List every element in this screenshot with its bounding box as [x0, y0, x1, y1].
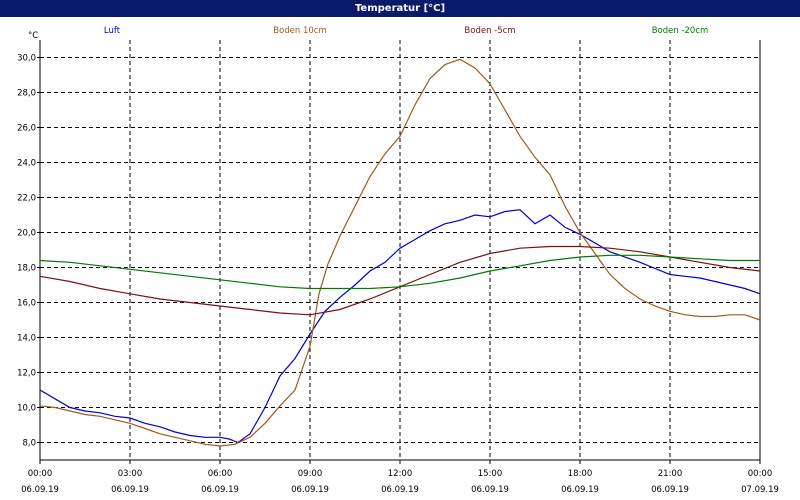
x-tick-label: 03:00: [118, 469, 143, 479]
x-tick-label: 06:00: [208, 469, 233, 479]
y-tick-label: 22,0: [17, 194, 36, 204]
y-tick-label: 26,0: [17, 124, 36, 134]
y-tick-label: 10,0: [17, 404, 36, 414]
x-tick-label: 00:00: [748, 469, 773, 479]
series-line: [39, 209, 761, 444]
x-tick-date-label: 06.09.19: [471, 485, 509, 495]
legend-entry: Boden -20cm: [652, 26, 709, 36]
y-tick-label: 18,0: [17, 264, 36, 274]
x-tick-date-label: 06.09.19: [201, 485, 239, 495]
x-tick-label: 09:00: [298, 469, 323, 479]
x-tick-date-label: 06.09.19: [291, 485, 329, 495]
chart-title: Temperatur [°C]: [0, 0, 800, 17]
series-line: [39, 254, 760, 290]
x-tick-date-label: 06.09.19: [561, 485, 599, 495]
x-tick-date-label: 06.09.19: [21, 485, 59, 495]
x-tick-date-label: 07.09.19: [741, 485, 779, 495]
series-line: [39, 58, 761, 447]
x-tick-date-label: 06.09.19: [381, 485, 419, 495]
x-tick-label: 00:00: [28, 469, 53, 479]
x-tick-date-label: 06.09.19: [111, 485, 149, 495]
x-tick-label: 15:00: [478, 469, 503, 479]
legend-entry: Boden 10cm: [273, 26, 327, 36]
legend-entry: Luft: [104, 26, 121, 36]
y-tick-label: 24,0: [17, 159, 36, 169]
x-tick-label: 21:00: [658, 469, 683, 479]
y-tick-label: 12,0: [17, 369, 36, 379]
y-axis-label: °C: [28, 31, 38, 41]
y-tick-label: 30,0: [17, 54, 36, 64]
legend-entry: Boden -5cm: [464, 26, 515, 36]
y-tick-label: 20,0: [17, 229, 36, 239]
y-tick-label: 8,0: [22, 439, 36, 449]
x-tick-label: 18:00: [568, 469, 593, 479]
y-tick-label: 16,0: [17, 299, 36, 309]
x-tick-label: 12:00: [388, 469, 413, 479]
x-tick-date-label: 06.09.19: [651, 485, 689, 495]
y-tick-label: 14,0: [17, 334, 36, 344]
y-tick-label: 28,0: [17, 89, 36, 99]
